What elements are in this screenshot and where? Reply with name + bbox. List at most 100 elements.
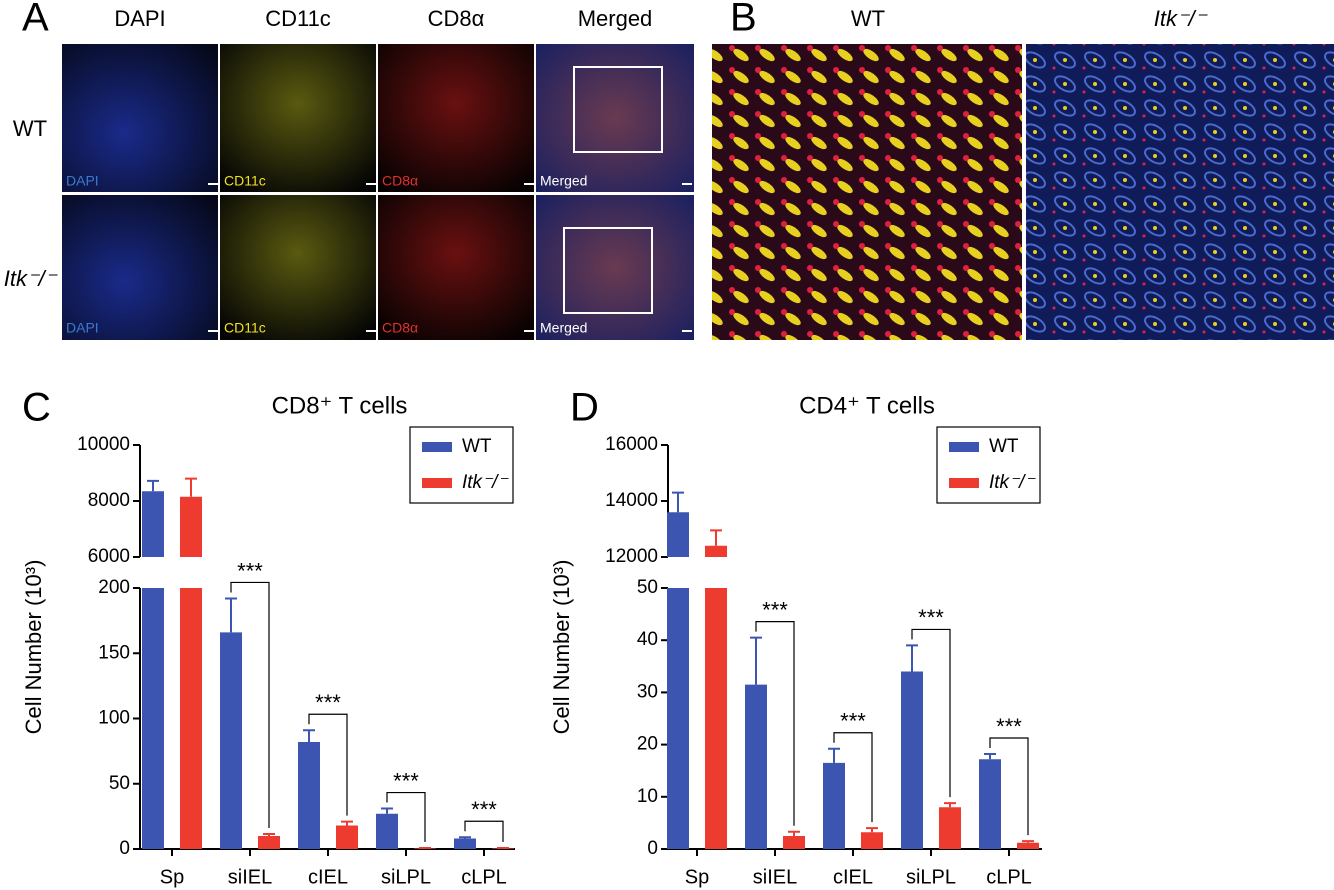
x-tick-label: siLPL — [906, 866, 956, 888]
y-tick-label: 200 — [98, 577, 130, 598]
y-tick-label: 20 — [637, 734, 658, 755]
significance-label: *** — [237, 558, 263, 583]
image-label: CD11c — [224, 173, 266, 189]
significance-bracket — [833, 732, 873, 823]
error-bar — [263, 832, 275, 836]
bar — [783, 835, 805, 849]
y-tick-label: 0 — [647, 838, 658, 859]
x-tick-label: cLPL — [461, 866, 507, 888]
error-bar — [185, 477, 197, 497]
image-label: DAPI — [66, 173, 99, 189]
bar — [1017, 842, 1039, 849]
legend-box — [409, 426, 514, 504]
chart-title: CD4⁺ T cells — [799, 392, 935, 419]
legend-box — [936, 426, 1041, 504]
chart-title: CD8⁺ T cells — [272, 392, 408, 419]
legend-swatch — [949, 478, 979, 488]
error-bar — [225, 597, 237, 633]
y-tick-label: 50 — [637, 577, 658, 598]
image-label: CD8α — [382, 320, 418, 336]
panel-label: B — [730, 0, 757, 40]
row-header: WT — [13, 116, 47, 141]
error-bar — [984, 752, 996, 760]
y-tick-label: 150 — [98, 642, 130, 663]
x-tick-label: siIEL — [753, 866, 797, 888]
legend-swatch — [422, 442, 452, 452]
legend-swatch — [422, 478, 452, 488]
error-bar — [381, 807, 393, 814]
column-header: Itk⁻/⁻ — [1154, 6, 1209, 31]
x-tick-label: siIEL — [228, 866, 272, 888]
error-bar — [944, 802, 956, 808]
panel-a-images — [62, 44, 694, 340]
bar — [823, 762, 845, 849]
bar — [939, 807, 961, 849]
significance-label: *** — [996, 714, 1022, 739]
error-bar — [906, 644, 918, 672]
significance-bracket — [308, 713, 348, 816]
column-header: WT — [851, 6, 885, 31]
x-tick-label: cIEL — [308, 866, 348, 888]
error-bar — [1022, 840, 1034, 843]
error-bar — [710, 529, 722, 546]
bar — [180, 496, 202, 849]
y-tick-label: 16000 — [605, 434, 658, 455]
column-header: Merged — [578, 6, 653, 31]
error-bar — [341, 820, 353, 826]
y-axis-label: Cell Number (10³) — [549, 560, 574, 735]
x-tick-label: cIEL — [833, 866, 873, 888]
error-bar — [303, 729, 315, 742]
y-tick-label: 50 — [109, 773, 130, 794]
legend-label: Itk⁻/⁻ — [462, 472, 509, 493]
significance-label: *** — [393, 768, 419, 793]
significance-label: *** — [762, 597, 788, 622]
y-tick-label: 0 — [119, 838, 130, 859]
significance-bracket — [230, 581, 270, 828]
panel-label: D — [570, 386, 599, 430]
bar — [745, 684, 767, 849]
significance-bracket — [989, 737, 1029, 836]
image-label: Merged — [540, 320, 587, 336]
y-tick-label: 6000 — [88, 546, 130, 567]
bar — [861, 832, 883, 849]
panel-label: C — [22, 386, 51, 430]
legend-label: Itk⁻/⁻ — [989, 472, 1036, 493]
bar — [376, 813, 398, 849]
legend-label: WT — [462, 436, 492, 457]
bar — [142, 491, 164, 849]
error-bar — [672, 491, 684, 513]
significance-bracket — [386, 791, 426, 842]
significance-label: *** — [840, 709, 866, 734]
significance-label: *** — [471, 797, 497, 822]
significance-label: *** — [918, 605, 944, 630]
x-tick-label: Sp — [685, 866, 709, 888]
bar — [667, 512, 689, 849]
error-bar — [828, 747, 840, 763]
bar — [979, 759, 1001, 849]
y-tick-label: 12000 — [605, 546, 658, 567]
column-header: CD8α — [428, 6, 485, 31]
image-label: CD8α — [382, 173, 418, 189]
row-header: Itk⁻/⁻ — [4, 266, 59, 291]
image-label: Merged — [540, 173, 587, 189]
y-tick-label: 100 — [98, 708, 130, 729]
column-header: CD11c — [265, 6, 331, 31]
error-bar — [866, 827, 878, 833]
x-tick-label: Sp — [160, 866, 184, 888]
significance-bracket — [755, 620, 795, 826]
error-bar — [788, 830, 800, 836]
panel-b-images — [712, 44, 1334, 340]
y-tick-label: 30 — [637, 681, 658, 702]
image-label: DAPI — [66, 320, 99, 336]
x-tick-label: siLPL — [381, 866, 431, 888]
legend-swatch — [949, 442, 979, 452]
y-tick-label: 10 — [637, 786, 658, 807]
bar — [258, 835, 280, 849]
image-label: CD11c — [224, 320, 266, 336]
significance-bracket — [464, 820, 504, 842]
significance-bracket — [911, 628, 951, 798]
panel-label: A — [22, 0, 49, 40]
error-bar — [750, 636, 762, 685]
